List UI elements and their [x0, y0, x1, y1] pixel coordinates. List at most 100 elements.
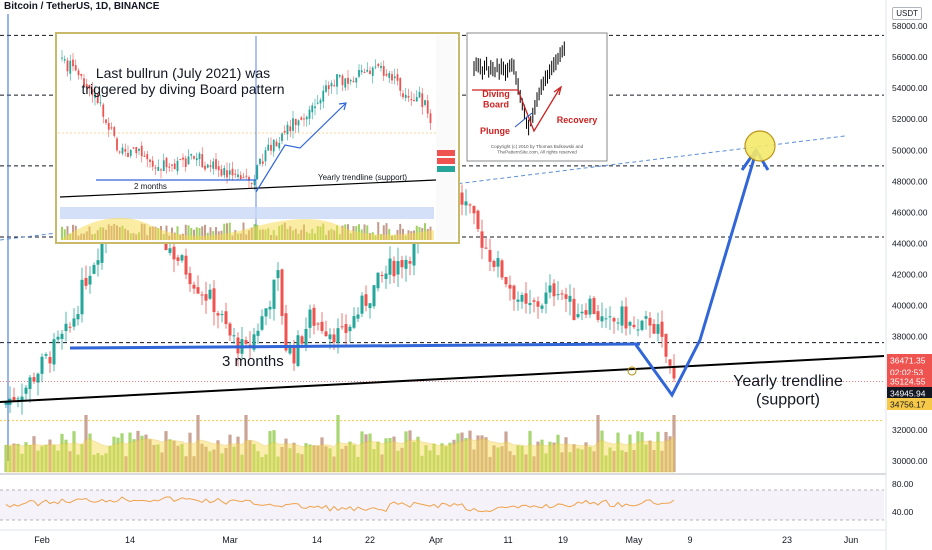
volume-bar — [252, 443, 256, 472]
projection-path — [634, 151, 758, 398]
inset-candle-body — [129, 149, 132, 156]
candle-body — [540, 305, 544, 309]
candle-body — [276, 270, 280, 279]
candle-body — [232, 335, 236, 337]
candle-body — [616, 322, 620, 324]
inset-candle-body — [165, 157, 168, 168]
volume-bar — [304, 443, 308, 472]
candle-body — [572, 298, 576, 321]
volume-bar — [196, 415, 200, 472]
price-label: 34756.17 — [890, 400, 926, 410]
volume-bar — [664, 431, 668, 472]
inset-volume-bar — [382, 225, 385, 240]
volume-bar — [452, 439, 456, 472]
candle-body — [224, 311, 228, 325]
volume-bar — [472, 449, 476, 472]
x-tick-label: 22 — [365, 535, 375, 545]
inset-candle-body — [237, 174, 239, 178]
volume-bar — [480, 435, 484, 472]
pattern-copyright: ThePatternSite.com, All rights reserved — [497, 149, 577, 154]
volume-bar — [84, 415, 88, 472]
candle-body — [648, 317, 652, 326]
touch-marker — [627, 366, 637, 376]
volume-bar — [48, 439, 52, 472]
volume-bar — [488, 456, 492, 472]
candle-body — [172, 246, 176, 260]
volume-bar — [360, 431, 364, 472]
inset-candle-body — [215, 159, 217, 169]
volume-bar — [52, 445, 56, 472]
trendline-label: Yearly trendline — [733, 373, 843, 390]
candle-body — [600, 316, 604, 322]
inset-candle-body — [308, 109, 311, 119]
inset-candle-body — [212, 161, 215, 169]
volume-bar — [272, 430, 276, 472]
candle-body — [392, 260, 396, 277]
volume-bar — [328, 448, 332, 472]
candle-body — [168, 248, 172, 253]
inset-candle-body — [264, 150, 267, 162]
volume-bar — [420, 455, 424, 472]
inset-title: Last bullrun (July 2021) was — [96, 65, 270, 81]
volume-bar — [4, 445, 8, 472]
inset-candle-body — [259, 158, 261, 164]
inset-candle-body — [157, 166, 160, 171]
candle-body — [24, 387, 28, 394]
inset-candle-body — [201, 154, 204, 168]
inset-candle-body — [393, 76, 396, 79]
inset-volume-ma — [60, 217, 434, 240]
candle-body — [628, 321, 632, 326]
inset-chart: 2 months Yearly trendline (support) Last b… — [55, 32, 460, 244]
candle-body — [508, 284, 512, 289]
inset-candle-body — [239, 175, 242, 180]
volume-bar — [572, 444, 576, 472]
candle-body — [464, 201, 468, 206]
inset-candle-body — [113, 127, 116, 136]
candle-body — [376, 272, 380, 289]
volume-bar — [348, 441, 352, 472]
volume-bar — [72, 431, 76, 472]
inset-candle-body — [355, 77, 358, 83]
rsi-panel — [0, 473, 886, 521]
x-tick-label: Jun — [844, 535, 859, 545]
inset-candle-body — [231, 168, 234, 176]
candle-body — [580, 311, 584, 314]
volume-bar — [468, 430, 472, 472]
price-label-bg — [887, 354, 932, 366]
inset-volume-bar — [399, 223, 402, 240]
x-tick-label: 9 — [687, 535, 692, 545]
inset-candle-body — [63, 59, 66, 61]
inset-candle-body — [294, 118, 297, 126]
candle-body — [284, 313, 288, 351]
range-line — [69, 342, 641, 350]
volume-bar — [284, 438, 288, 472]
candle-body — [492, 261, 496, 268]
inset-candle-body — [380, 65, 382, 68]
candle-body — [348, 326, 352, 332]
volume-bar — [648, 440, 652, 472]
volume-bar — [280, 446, 284, 472]
candle-body — [300, 336, 304, 344]
inset-candle-body — [418, 92, 421, 98]
inset-candle-body — [135, 147, 138, 154]
inset-candle-body — [358, 69, 360, 77]
volume-bar — [100, 455, 104, 472]
candle-body — [400, 260, 404, 268]
x-tick-label: May — [625, 535, 643, 545]
inset-candle-body — [220, 169, 223, 176]
candle-body — [344, 324, 348, 333]
inset-candle-body — [424, 100, 426, 105]
y-tick-label: 40000.00 — [892, 301, 928, 311]
candle-body — [620, 306, 624, 326]
inset-candle-body — [80, 73, 83, 76]
time-axis-layer: Feb 14 Mar 14 22 Apr 11 19 May 9 23 Jun — [0, 529, 886, 545]
volume-bar — [192, 456, 196, 472]
candle-body — [332, 334, 336, 343]
volume-bar — [184, 456, 188, 472]
volume-bar — [116, 437, 120, 472]
price-label-bg — [887, 387, 932, 399]
currency-tag[interactable]: USDT — [892, 7, 922, 20]
candle-body — [4, 402, 8, 405]
candle-body — [408, 261, 412, 264]
